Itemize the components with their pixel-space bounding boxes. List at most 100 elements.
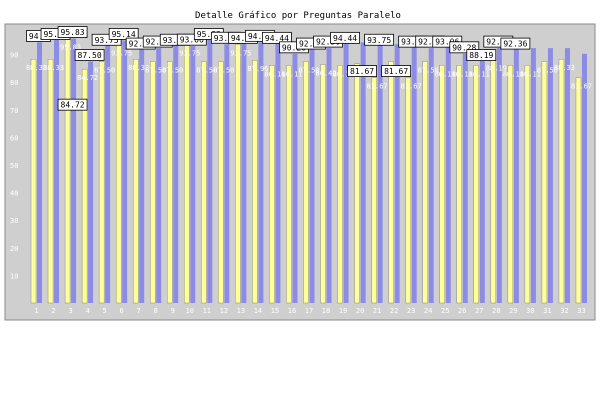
x-tick-label: 22 — [390, 307, 398, 315]
data-label-series-a: 88.33 — [26, 64, 47, 72]
y-tick-label: 60 — [10, 134, 18, 142]
boxed-value-label-text: 94.44 — [265, 34, 289, 43]
bar-series-a — [64, 38, 71, 304]
data-label-series-a: 86.11 — [333, 70, 354, 78]
bar-series-b — [547, 48, 553, 304]
boxed-value-label: 95.83 — [57, 26, 88, 38]
bar-series-b — [496, 48, 502, 304]
data-label-series-a: 87.50 — [213, 67, 234, 75]
data-label-series-a: 93.75 — [111, 49, 132, 57]
boxed-value-label: 94.44 — [262, 31, 292, 44]
bar-series-a — [303, 61, 309, 304]
bar-series-a — [269, 65, 275, 304]
data-label-series-a: 93.75 — [179, 49, 200, 57]
y-tick-label: 50 — [10, 162, 18, 170]
boxed-value-label-text: 90.28 — [282, 43, 306, 52]
bar-series-b — [224, 44, 230, 303]
bar-series-b — [581, 53, 587, 304]
x-tick-label: 33 — [577, 307, 585, 315]
boxed-value-label-box — [330, 31, 360, 44]
bar-series-b — [411, 46, 417, 304]
boxed-value-label-text: 81.67 — [350, 67, 374, 76]
y-tick-label: 10 — [10, 272, 18, 280]
bar-series-b — [343, 42, 349, 303]
bar-series-a — [337, 65, 343, 304]
x-tick-label: 10 — [186, 307, 194, 315]
bar-series-a — [286, 65, 292, 304]
x-tick-label: 30 — [526, 307, 534, 315]
bar-series-a — [558, 59, 565, 304]
data-label-series-a: 87.50 — [162, 67, 183, 75]
boxed-value-label-text: 92.36 — [146, 38, 170, 47]
bar-series-a — [218, 61, 224, 304]
bar-series-b — [241, 42, 247, 303]
x-tick-label: 28 — [492, 307, 500, 315]
data-label-series-a: 88.33 — [43, 64, 64, 72]
bar-series-b — [88, 61, 94, 303]
bar-series-b — [275, 42, 281, 303]
boxed-value-label-box — [57, 98, 88, 111]
boxed-value-label: 95.14 — [108, 28, 139, 40]
boxed-value-label: 81.67 — [381, 65, 412, 77]
y-tick-label: 20 — [10, 245, 18, 253]
x-tick-label: 17 — [305, 307, 313, 315]
bar-series-a — [184, 44, 190, 304]
boxed-value-label-text: 92.36 — [418, 38, 442, 47]
inner-labels-group: 88.3388.3395.8384.7287.5093.7588.3387.50… — [26, 44, 592, 91]
x-tick-label: 21 — [373, 307, 381, 315]
boxed-value-label-text: 95.83 — [43, 30, 67, 39]
data-label-series-a: 86.11 — [452, 70, 473, 78]
x-tick-label: 27 — [475, 307, 483, 315]
boxed-value-label-box — [108, 28, 139, 40]
bar-series-a — [167, 61, 173, 304]
boxed-value-label-text: 84.72 — [61, 101, 85, 110]
boxed-value-label-text: 95.14 — [112, 30, 136, 39]
boxed-value-label-text: 93.06 — [180, 36, 204, 45]
data-label-series-a: 86.11 — [435, 70, 456, 78]
data-label-series-a: 88.33 — [554, 64, 575, 72]
bar-series-b — [156, 48, 162, 304]
boxed-value-label-box — [347, 65, 377, 77]
x-tick-label: 5 — [103, 307, 107, 315]
bar-series-b — [54, 38, 60, 303]
boxed-value-label-box — [500, 37, 531, 50]
boxed-value-label: 84.72 — [57, 98, 88, 111]
boxed-value-label-text: 90.28 — [452, 43, 476, 52]
x-tick-label: 13 — [237, 307, 245, 315]
boxed-value-label-text: 94.44 — [248, 32, 272, 41]
y-axis: 10 20 30 40 50 60 70 80 90 — [10, 52, 18, 281]
y-tick-label: 30 — [10, 217, 18, 225]
x-tick-label: 26 — [458, 307, 466, 315]
data-label-series-a: 81.67 — [367, 83, 388, 91]
y-tick-label: 40 — [10, 190, 18, 198]
data-label-series-a: 84.72 — [77, 74, 98, 82]
bar-series-a — [47, 59, 54, 304]
bar-series-a — [575, 77, 582, 304]
bar-series-a — [456, 65, 462, 304]
data-label-series-a: 87.50 — [298, 67, 319, 75]
boxed-value-label-text: 93.75 — [367, 36, 391, 45]
boxed-value-label-text: 95.83 — [61, 28, 85, 37]
bar-series-b — [207, 38, 213, 303]
boxed-value-label-text: 92.36 — [129, 40, 153, 49]
x-tick-label: 8 — [154, 307, 158, 315]
bar-series-a — [388, 61, 394, 304]
bar-series-a — [405, 77, 411, 304]
boxed-value-label-text: 81.67 — [384, 67, 408, 76]
bar-series-b — [360, 42, 366, 303]
bar-series-b — [292, 53, 298, 304]
boxed-value-label-box — [262, 31, 292, 44]
boxed-value-label-text: 94.4 — [29, 32, 48, 41]
bar-series-b — [513, 48, 519, 304]
boxed-value-label-text: 92.36 — [316, 38, 340, 47]
boxed-value-label-text: 94.44 — [231, 34, 255, 43]
bar-series-b — [190, 46, 196, 304]
x-tick-label: 6 — [120, 307, 124, 315]
x-tick-label: 11 — [203, 307, 211, 315]
data-label-series-a: 87.50 — [537, 67, 558, 75]
bar-series-a — [132, 59, 139, 304]
bar-series-b — [462, 53, 468, 304]
y-tick-label: 80 — [10, 79, 18, 87]
boxed-value-label-box — [57, 26, 88, 38]
